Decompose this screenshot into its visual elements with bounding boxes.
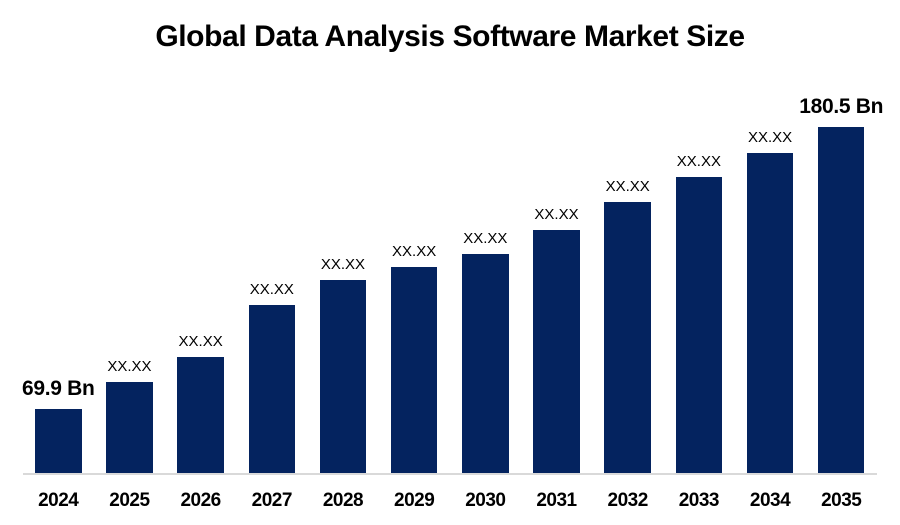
bar-2035 bbox=[817, 127, 865, 473]
bar-value-label-2031: XX.XX bbox=[534, 205, 579, 223]
x-axis-label-2025: 2025 bbox=[109, 490, 150, 511]
x-axis-label-2024: 2024 bbox=[38, 490, 79, 511]
bar-value-label-2034: XX.XX bbox=[747, 128, 793, 146]
bar-value-label-2029: XX.XX bbox=[392, 242, 437, 260]
bar-2026 bbox=[177, 357, 224, 473]
x-axis-label-2026: 2026 bbox=[180, 490, 221, 511]
x-axis-label-2031: 2031 bbox=[536, 490, 577, 511]
bar-value-label-2035: 180.5 Bn bbox=[799, 94, 884, 118]
x-axis-label-2030: 2030 bbox=[465, 490, 506, 511]
bar-2034 bbox=[746, 153, 794, 473]
bar-2029 bbox=[390, 267, 438, 473]
x-axis-line bbox=[23, 472, 877, 475]
bar-value-label-2025: XX.XX bbox=[107, 357, 152, 375]
bar-2024 bbox=[35, 409, 82, 473]
chart-title: Global Data Analysis Software Market Siz… bbox=[155, 20, 745, 53]
x-axis-label-2035: 2035 bbox=[821, 490, 862, 511]
x-axis-label-2028: 2028 bbox=[322, 490, 364, 511]
bar-2030 bbox=[462, 254, 509, 473]
bar-2032 bbox=[604, 202, 651, 473]
bar-value-label-2024: 69.9 Bn bbox=[21, 376, 95, 400]
x-axis-label-2032: 2032 bbox=[607, 490, 649, 511]
x-axis-label-2027: 2027 bbox=[251, 490, 293, 511]
bar-2027 bbox=[248, 305, 296, 473]
bar-value-label-2032: XX.XX bbox=[605, 177, 650, 195]
bar-2025 bbox=[106, 382, 153, 473]
bar-value-label-2033: XX.XX bbox=[676, 152, 721, 170]
x-axis-label-2029: 2029 bbox=[394, 490, 435, 511]
bar-value-label-2027: XX.XX bbox=[249, 280, 294, 298]
bar-value-label-2026: XX.XX bbox=[178, 332, 223, 350]
bar-2033 bbox=[675, 177, 723, 473]
x-axis-label-2034: 2034 bbox=[749, 490, 791, 511]
bar-value-label-2028: XX.XX bbox=[320, 255, 366, 273]
x-axis-label-2033: 2033 bbox=[678, 490, 720, 511]
bar-value-label-2030: XX.XX bbox=[463, 229, 508, 247]
bar-2031 bbox=[533, 230, 580, 473]
bar-2028 bbox=[319, 280, 367, 473]
